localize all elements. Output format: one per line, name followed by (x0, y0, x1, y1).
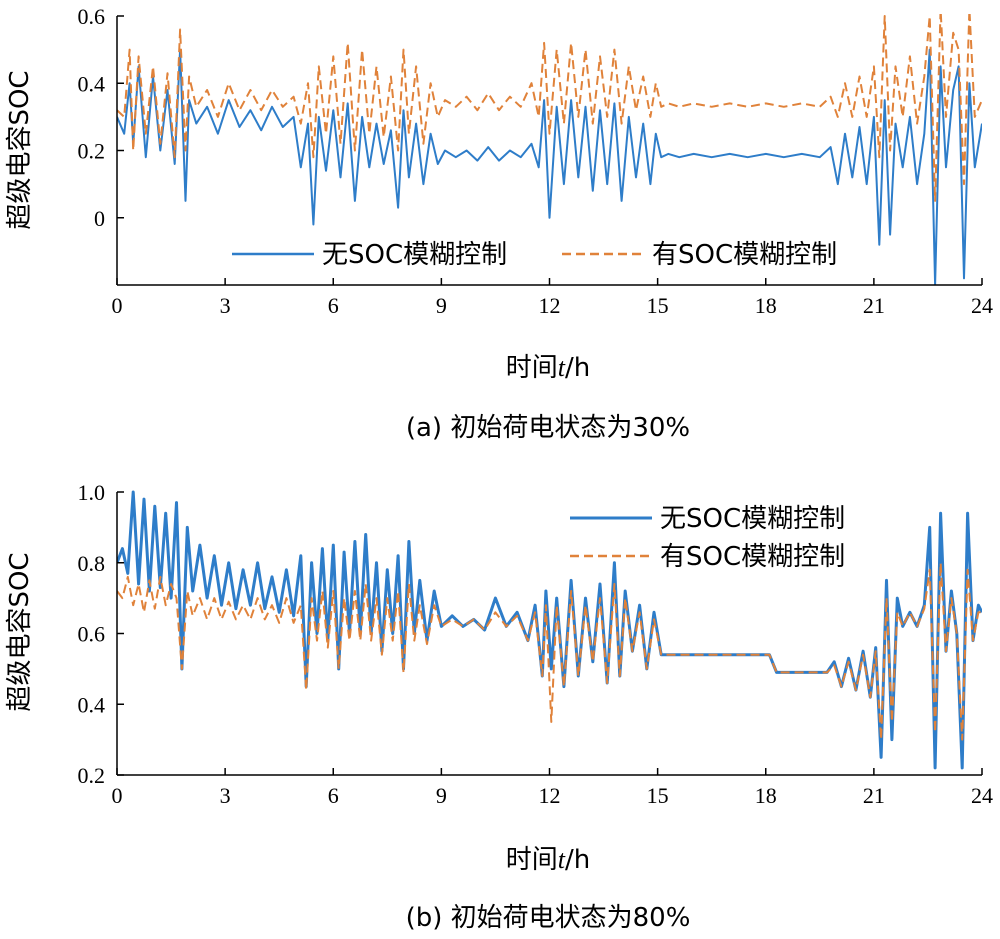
legend-label: 无SOC模糊控制 (660, 504, 845, 534)
y-tick-label: 1.0 (78, 480, 106, 505)
y-tick-label: 0 (94, 206, 105, 231)
y-axis-label-b: 超级电容SOC (5, 552, 35, 711)
legend-label: 有SOC模糊控制 (660, 542, 845, 572)
y-axis-label-a: 超级电容SOC (5, 70, 35, 229)
x-tick-label: 15 (647, 783, 669, 808)
series-line-fuzzy (117, 561, 982, 741)
x-tick-label: 24 (971, 293, 993, 318)
series-line-no-fuzzy (117, 490, 982, 770)
x-axis-label-b: 时间t/h (506, 845, 591, 875)
y-tick-label: 0.4 (78, 692, 106, 717)
x-tick-label: 6 (328, 293, 339, 318)
x-tick-label: 18 (755, 293, 777, 318)
x-tick-label: 9 (436, 783, 447, 808)
y-tick-label: 0.8 (78, 551, 106, 576)
x-tick-label: 18 (755, 783, 777, 808)
x-tick-label: 12 (539, 293, 561, 318)
y-tick-label: 0.2 (78, 139, 106, 164)
caption-a: (a) 初始荷电状态为30% (406, 413, 690, 443)
x-tick-label: 9 (436, 293, 447, 318)
x-tick-label: 15 (647, 293, 669, 318)
x-tick-label: 6 (328, 783, 339, 808)
chart-panel-a: 0 3 6 9 12 15 18 21 24 0 0.2 0.4 0.6 无SOC模糊控制 有SOC模糊控制 (78, 4, 994, 318)
x-tick-label: 21 (863, 293, 885, 318)
caption-b: (b) 初始荷电状态为80% (406, 903, 691, 933)
y-tick-label: 0.6 (78, 622, 106, 647)
series-line-no-fuzzy (117, 48, 982, 285)
legend-label: 无SOC模糊控制 (322, 240, 507, 270)
x-tick-label: 21 (863, 783, 885, 808)
chart-panel-b: 0 3 6 9 12 15 18 21 24 0.2 0.4 0.6 0.8 1.0 无SOC模糊控制有SO… (78, 480, 994, 808)
y-tick-label: 0.2 (78, 763, 106, 788)
x-axis-label-a: 时间t/h (506, 353, 591, 383)
x-tick-label: 0 (112, 783, 123, 808)
legend: 无SOC模糊控制 有SOC模糊控制 (232, 240, 837, 270)
x-tick-label: 12 (539, 783, 561, 808)
y-tick-label: 0.6 (78, 4, 106, 29)
legend-label: 有SOC模糊控制 (652, 240, 837, 270)
x-tick-label: 24 (971, 783, 993, 808)
x-tick-label: 3 (220, 783, 231, 808)
x-tick-label: 3 (220, 293, 231, 318)
series-line-fuzzy (117, 14, 982, 202)
x-tick-label: 0 (112, 293, 123, 318)
y-tick-label: 0.4 (78, 71, 106, 96)
